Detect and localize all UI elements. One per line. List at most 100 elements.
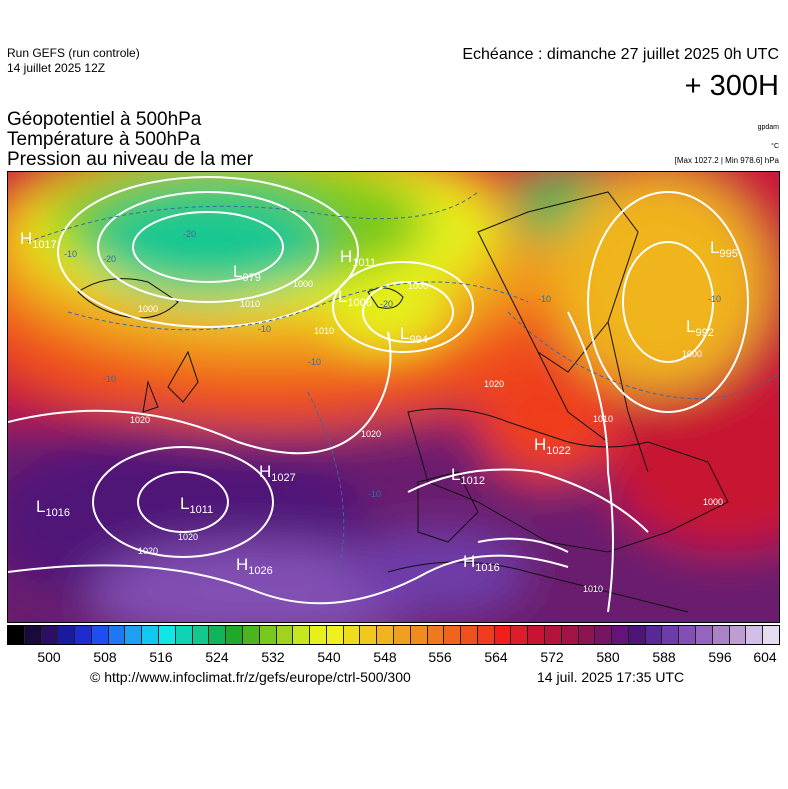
colorbar-swatch bbox=[494, 626, 512, 644]
colorbar-swatch bbox=[477, 626, 495, 644]
isobars bbox=[8, 176, 749, 613]
colorbar-swatch bbox=[242, 626, 260, 644]
temperature-label: -20 bbox=[380, 299, 393, 309]
colorbar-swatch bbox=[427, 626, 445, 644]
pressure-max-min: [Max 1027.2 | Min 978.6] hPa bbox=[674, 156, 779, 165]
colorbar-swatch bbox=[125, 626, 143, 644]
copyright-link[interactable]: © http://www.infoclimat.fr/z/gefs/europe… bbox=[90, 669, 411, 685]
colorbar-swatch bbox=[75, 626, 92, 644]
colorbar-tick: 524 bbox=[205, 649, 229, 665]
isobar-label: 1010 bbox=[240, 299, 260, 309]
pressure-value: 1011 bbox=[352, 257, 376, 269]
isobar-label: 1020 bbox=[484, 379, 504, 389]
colorbar-swatch bbox=[729, 626, 747, 644]
temperature-label: -20 bbox=[183, 229, 196, 239]
colorbar-swatch bbox=[226, 626, 243, 644]
colorbar-swatch bbox=[712, 626, 730, 644]
temperature-label: -10 bbox=[308, 357, 321, 367]
temperature-label: -10 bbox=[538, 294, 551, 304]
colorbar-swatch bbox=[444, 626, 462, 644]
colorbar-swatch bbox=[662, 626, 680, 644]
generation-date: 14 juil. 2025 17:35 UTC bbox=[537, 669, 685, 685]
pressure-value: 1022 bbox=[546, 445, 570, 457]
temperature-label: -10 bbox=[368, 489, 381, 499]
colorbar-swatch bbox=[461, 626, 478, 644]
isobar-value-labels: 1000 1000 1010 1010 1020 1020 1020 1020 1020 1000… bbox=[130, 279, 723, 594]
colorbar-swatch bbox=[192, 626, 210, 644]
temperature-isotherms bbox=[27, 191, 779, 573]
colorbar-swatch bbox=[326, 626, 344, 644]
colorbar-swatch bbox=[696, 626, 713, 644]
colorbar-swatch bbox=[293, 626, 311, 644]
isobar-label: 1010 bbox=[593, 414, 613, 424]
colorbar-swatch bbox=[175, 626, 193, 644]
pressure-value: 994 bbox=[409, 334, 427, 346]
pressure-value: 1011 bbox=[189, 504, 213, 516]
isobar-label: 1000 bbox=[682, 349, 702, 359]
isobar-label: 1000 bbox=[703, 497, 723, 507]
colorbar-swatch bbox=[8, 626, 25, 644]
colorbar-swatch bbox=[393, 626, 411, 644]
colorbar-swatch bbox=[578, 626, 596, 644]
unit-celsius: °C bbox=[771, 143, 779, 150]
colorbar-tick: 596 bbox=[708, 649, 732, 665]
isobar-label: 1020 bbox=[178, 532, 198, 542]
pressure-system-labels: H1017L979H1011L1006L994L995L992H1027L101… bbox=[20, 229, 738, 577]
colorbar-swatch bbox=[746, 626, 764, 644]
pressure-value: 1006 bbox=[347, 297, 371, 309]
coastlines bbox=[77, 191, 729, 613]
colorbar-tick: 556 bbox=[428, 649, 452, 665]
run-date: 14 juillet 2025 12Z bbox=[7, 61, 106, 75]
colorbar-swatch bbox=[511, 626, 529, 644]
pressure-value: 1026 bbox=[248, 565, 272, 577]
temperature-label: -20 bbox=[103, 254, 116, 264]
colorbar-swatch bbox=[41, 626, 59, 644]
colorbar-swatch bbox=[595, 626, 613, 644]
colorbar bbox=[7, 625, 780, 645]
isobar-label: 1000 bbox=[293, 279, 313, 289]
colorbar-swatch bbox=[259, 626, 277, 644]
colorbar-tick: 588 bbox=[652, 649, 676, 665]
temperature-value-labels: -10 -20 -20 -10 -20 -10 -10 -10 -10 -10 bbox=[64, 229, 721, 499]
pressure-value: 1027 bbox=[271, 472, 295, 484]
colorbar-swatch bbox=[276, 626, 294, 644]
isobar-label: 1000 bbox=[408, 281, 428, 291]
colorbar-swatch bbox=[377, 626, 394, 644]
colorbar-swatch bbox=[91, 626, 109, 644]
colorbar-swatch bbox=[628, 626, 646, 644]
isobar-label: 1010 bbox=[583, 584, 603, 594]
forecast-valid-time: Echéance : dimanche 27 juillet 2025 0h U… bbox=[462, 46, 779, 63]
colorbar-swatch bbox=[142, 626, 160, 644]
colorbar-swatch bbox=[612, 626, 629, 644]
pressure-value: 1016 bbox=[45, 507, 69, 519]
colorbar-swatch bbox=[360, 626, 378, 644]
variable-temperature: Température à 500hPa bbox=[7, 129, 201, 150]
colorbar-swatch bbox=[310, 626, 327, 644]
variable-pressure: Pression au niveau de la mer bbox=[7, 149, 254, 170]
colorbar-tick: 580 bbox=[596, 649, 620, 665]
map-svg: H1017L979H1011L1006L994L995L992H1027L101… bbox=[8, 172, 779, 622]
colorbar-swatch bbox=[343, 626, 361, 644]
colorbar-swatch bbox=[24, 626, 42, 644]
colorbar-swatch bbox=[679, 626, 697, 644]
colorbar-tick: 508 bbox=[93, 649, 117, 665]
isobar-label: 1020 bbox=[130, 415, 150, 425]
colorbar-swatch bbox=[528, 626, 545, 644]
pressure-value: 992 bbox=[695, 327, 713, 339]
forecast-lead-time: + 300H bbox=[684, 70, 779, 102]
colorbar-tick: 564 bbox=[484, 649, 508, 665]
weather-map: H1017 L979 H1011 L1006 L994 L995 L992 H1027 L101… bbox=[7, 171, 780, 623]
temperature-label: -10 bbox=[258, 324, 271, 334]
isobar-label: 1000 bbox=[138, 304, 158, 314]
colorbar-swatch bbox=[763, 626, 779, 644]
colorbar-swatch bbox=[545, 626, 562, 644]
pressure-value: 979 bbox=[242, 272, 260, 284]
pressure-value: 1016 bbox=[475, 562, 499, 574]
pressure-value: 1017 bbox=[32, 239, 56, 251]
colorbar-tick: 604 bbox=[753, 649, 777, 665]
isobar-label: 1020 bbox=[138, 546, 158, 556]
colorbar-swatch bbox=[645, 626, 663, 644]
pressure-value: 995 bbox=[719, 248, 737, 260]
geopotential-field bbox=[8, 172, 779, 622]
run-label: Run GEFS (run controle) bbox=[7, 46, 140, 60]
